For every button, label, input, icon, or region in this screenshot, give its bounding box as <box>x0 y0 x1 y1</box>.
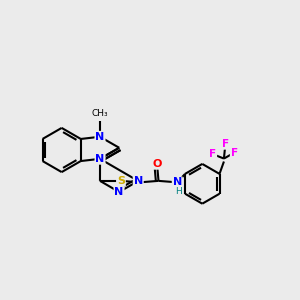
Text: O: O <box>152 159 162 169</box>
Text: F: F <box>231 148 238 158</box>
Text: N: N <box>95 154 105 164</box>
Text: N: N <box>95 132 105 142</box>
Text: N: N <box>172 177 182 187</box>
Text: F: F <box>222 139 229 149</box>
Text: N: N <box>114 187 124 197</box>
Text: F: F <box>209 149 216 159</box>
Text: N: N <box>134 176 143 186</box>
Text: H: H <box>176 187 182 196</box>
Text: S: S <box>117 176 125 186</box>
Text: CH₃: CH₃ <box>92 109 108 118</box>
